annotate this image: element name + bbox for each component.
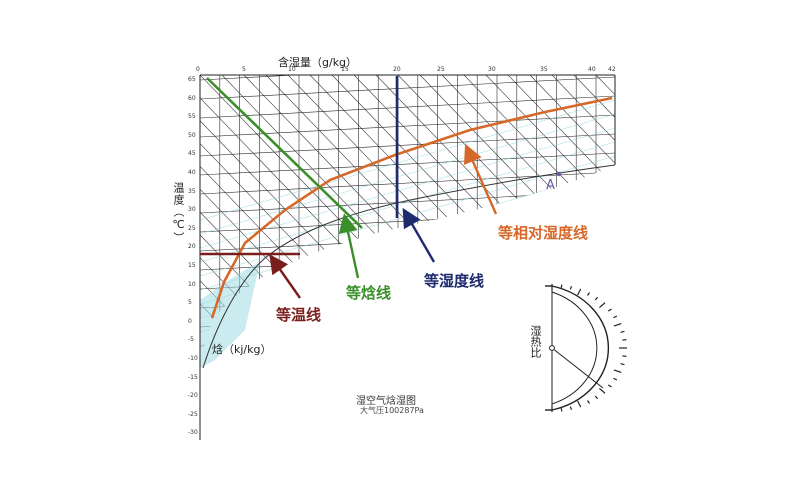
temperature-tick: 65 <box>188 76 196 83</box>
protractor-label: 湿热比 <box>527 325 543 358</box>
moisture-callout: 等湿度线 <box>424 270 484 291</box>
temperature-tick: 30 <box>188 206 196 213</box>
moisture-tick: 30 <box>488 66 496 73</box>
enthalpy-callout: 等焓线 <box>346 282 391 303</box>
relative-humidity-arrow <box>467 148 496 214</box>
relative-humidity-callout: 等相对湿度线 <box>498 222 588 243</box>
temperature-tick: -10 <box>188 355 198 362</box>
temperature-tick: 5 <box>188 299 192 306</box>
temperature-callout: 等温线 <box>276 304 321 325</box>
temperature-tick: -30 <box>188 429 198 436</box>
temperature-axis-title: 温度（℃） <box>170 182 186 244</box>
temperature-tick: 45 <box>188 150 196 157</box>
temperature-tick: 40 <box>188 169 196 176</box>
moisture-tick: 5 <box>242 66 246 73</box>
moisture-tick: 42 <box>608 66 616 73</box>
temperature-tick: 15 <box>188 262 196 269</box>
protractor <box>545 284 627 412</box>
moisture-tick: 40 <box>588 66 596 73</box>
temperature-tick: 0 <box>188 318 192 325</box>
moisture-tick: 25 <box>437 66 445 73</box>
temperature-tick: 20 <box>188 243 196 250</box>
temperature-tick: 10 <box>188 281 196 288</box>
temperature-tick: -5 <box>188 336 194 343</box>
temperature-tick: 35 <box>188 188 196 195</box>
temperature-arrow <box>272 258 300 298</box>
moisture-tick: 20 <box>393 66 401 73</box>
moisture-tick: 10 <box>288 66 296 73</box>
protractor-ticks <box>552 284 627 412</box>
pressure-caption: 大气压100287Pa <box>360 405 424 416</box>
enthalpy-arrow <box>345 218 358 278</box>
moisture-arrow <box>405 212 434 262</box>
temperature-tick: 60 <box>188 95 196 102</box>
temperature-tick: -15 <box>188 374 198 381</box>
temperature-tick: 55 <box>188 113 196 120</box>
temperature-tick: -25 <box>188 411 198 418</box>
temperature-tick: 50 <box>188 132 196 139</box>
moisture-tick: 35 <box>540 66 548 73</box>
temperature-tick: -20 <box>188 392 198 399</box>
moisture-tick: 15 <box>341 66 349 73</box>
point-a-label: A <box>546 178 555 193</box>
moisture-tick: 0 <box>196 66 200 73</box>
enthalpy-axis-title: 焓（kj/kg） <box>212 341 272 357</box>
chart-grid <box>0 58 800 441</box>
point-a-marker <box>557 172 561 176</box>
temperature-tick: 25 <box>188 225 196 232</box>
